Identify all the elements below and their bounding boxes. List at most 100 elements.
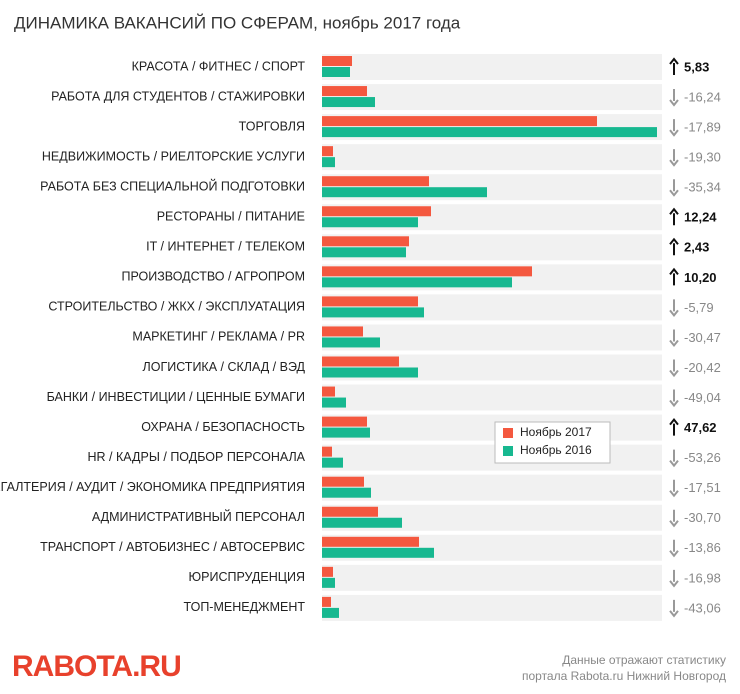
change-label: -30,47	[684, 330, 721, 345]
track	[322, 594, 662, 621]
bar	[322, 416, 367, 427]
arrow-down	[669, 89, 679, 107]
track	[322, 474, 662, 501]
category-label: ТОП-МЕНЕДЖМЕНТ	[184, 600, 306, 614]
bar	[322, 566, 333, 577]
track	[322, 384, 662, 411]
bar	[322, 176, 429, 187]
change-label: 12,24	[684, 210, 717, 225]
bar	[322, 596, 331, 607]
track	[322, 54, 662, 80]
change-label: -17,51	[684, 480, 721, 495]
change-label: -20,42	[684, 360, 721, 375]
bar	[322, 446, 332, 457]
bar	[322, 386, 335, 397]
track	[322, 414, 662, 441]
source-note: портала Rabota.ru Нижний Новгород	[522, 669, 726, 683]
change-label: -49,04	[684, 390, 721, 405]
bar	[322, 67, 350, 77]
bar	[322, 187, 487, 198]
chart-title: ДИНАМИКА ВАКАНСИЙ ПО СФЕРАМ, ноябрь 2017…	[14, 13, 461, 32]
bar	[322, 337, 380, 348]
category-label: ЛОГИСТИКА / СКЛАД / ВЭД	[143, 360, 306, 374]
category-label: РАБОТА ДЛЯ СТУДЕНТОВ / СТАЖИРОВКИ	[51, 89, 305, 103]
arrow-down	[669, 449, 679, 468]
source-note: Данные отражают статистику	[562, 653, 726, 667]
arrow-down	[669, 359, 679, 378]
bar	[322, 427, 370, 438]
change-label: -19,30	[684, 150, 721, 165]
category-label: СТРОИТЕЛЬСТВО / ЖКХ / ЭКСПЛУАТАЦИЯ	[48, 300, 305, 314]
bar	[322, 277, 512, 288]
legend-label: Ноябрь 2016	[520, 443, 592, 457]
arrow-down	[669, 509, 679, 528]
category-label: КРАСОТА / ФИТНЕС / СПОРТ	[132, 59, 306, 73]
bar	[322, 506, 378, 517]
arrow-up	[669, 57, 679, 75]
bar	[322, 487, 371, 498]
bar	[322, 367, 418, 378]
arrow-down	[669, 479, 679, 498]
track	[322, 444, 662, 471]
bar	[322, 56, 352, 66]
legend-swatch	[503, 428, 513, 438]
category-label: МАРКЕТИНГ / РЕКЛАМА / PR	[132, 330, 305, 344]
arrow-down	[669, 149, 679, 167]
category-label: ТОРГОВЛЯ	[239, 119, 305, 133]
track	[322, 564, 662, 591]
bar	[322, 517, 402, 528]
track	[322, 144, 662, 171]
bar	[322, 157, 335, 168]
category-label: НЕДВИЖИМОСТЬ / РИЕЛТОРСКИЕ УСЛУГИ	[42, 149, 305, 163]
bar	[322, 536, 419, 547]
legend-swatch	[503, 446, 513, 456]
bar	[322, 326, 363, 337]
category-label: БУХГАЛТЕРИЯ / АУДИТ / ЭКОНОМИКА ПРЕДПРИЯ…	[0, 480, 305, 494]
brand-logo: RABOTA.RU	[12, 650, 181, 683]
change-label: -16,24	[684, 89, 721, 104]
category-label: ТРАНСПОРТ / АВТОБИЗНЕС / АВТОСЕРВИС	[40, 540, 305, 554]
bar	[322, 217, 418, 228]
legend-box	[494, 421, 611, 464]
category-label: АДМИНИСТРАТИВНЫЙ ПЕРСОНАЛ	[92, 509, 305, 524]
bar	[322, 266, 532, 277]
legend: Ноябрь 2017 Ноябрь 2016	[494, 421, 611, 464]
arrow-down	[669, 389, 679, 408]
change-label: 5,83	[684, 59, 709, 74]
bar	[322, 86, 367, 97]
category-label: РАБОТА БЕЗ СПЕЦИАЛЬНОЙ ПОДГОТОВКИ	[40, 178, 305, 193]
bar	[322, 607, 339, 618]
bar	[322, 127, 657, 138]
change-label: -43,06	[684, 600, 721, 615]
category-label: ОХРАНА / БЕЗОПАСНОСТЬ	[141, 420, 305, 434]
bar	[322, 356, 399, 367]
arrow-down	[669, 539, 679, 558]
category-label: РЕСТОРАНЫ / ПИТАНИЕ	[157, 210, 305, 224]
bar	[322, 206, 431, 217]
arrow-up	[669, 267, 679, 286]
bar	[322, 457, 343, 468]
change-label: -35,34	[684, 180, 721, 195]
bar	[322, 397, 346, 408]
arrow-up	[669, 417, 679, 436]
bar	[322, 247, 406, 258]
bar	[322, 236, 409, 247]
category-label: ЮРИСПРУДЕНЦИЯ	[189, 570, 306, 584]
bar	[322, 116, 597, 127]
arrow-up	[669, 207, 679, 226]
arrow-down	[669, 329, 679, 348]
change-label: -5,79	[684, 300, 714, 315]
bar	[322, 547, 434, 558]
arrow-down	[669, 119, 679, 137]
bar	[322, 476, 364, 487]
change-label: 10,20	[684, 270, 717, 285]
track	[322, 84, 662, 111]
category-label: IT / ИНТЕРНЕТ / ТЕЛЕКОМ	[146, 240, 305, 254]
category-label: ПРОИЗВОДСТВО / АГРОПРОМ	[121, 270, 305, 284]
category-label: HR / КАДРЫ / ПОДБОР ПЕРСОНАЛА	[88, 450, 306, 464]
arrow-down	[669, 599, 679, 618]
change-label: -13,86	[684, 540, 721, 555]
arrow-up	[669, 237, 679, 256]
arrow-down	[669, 569, 679, 588]
